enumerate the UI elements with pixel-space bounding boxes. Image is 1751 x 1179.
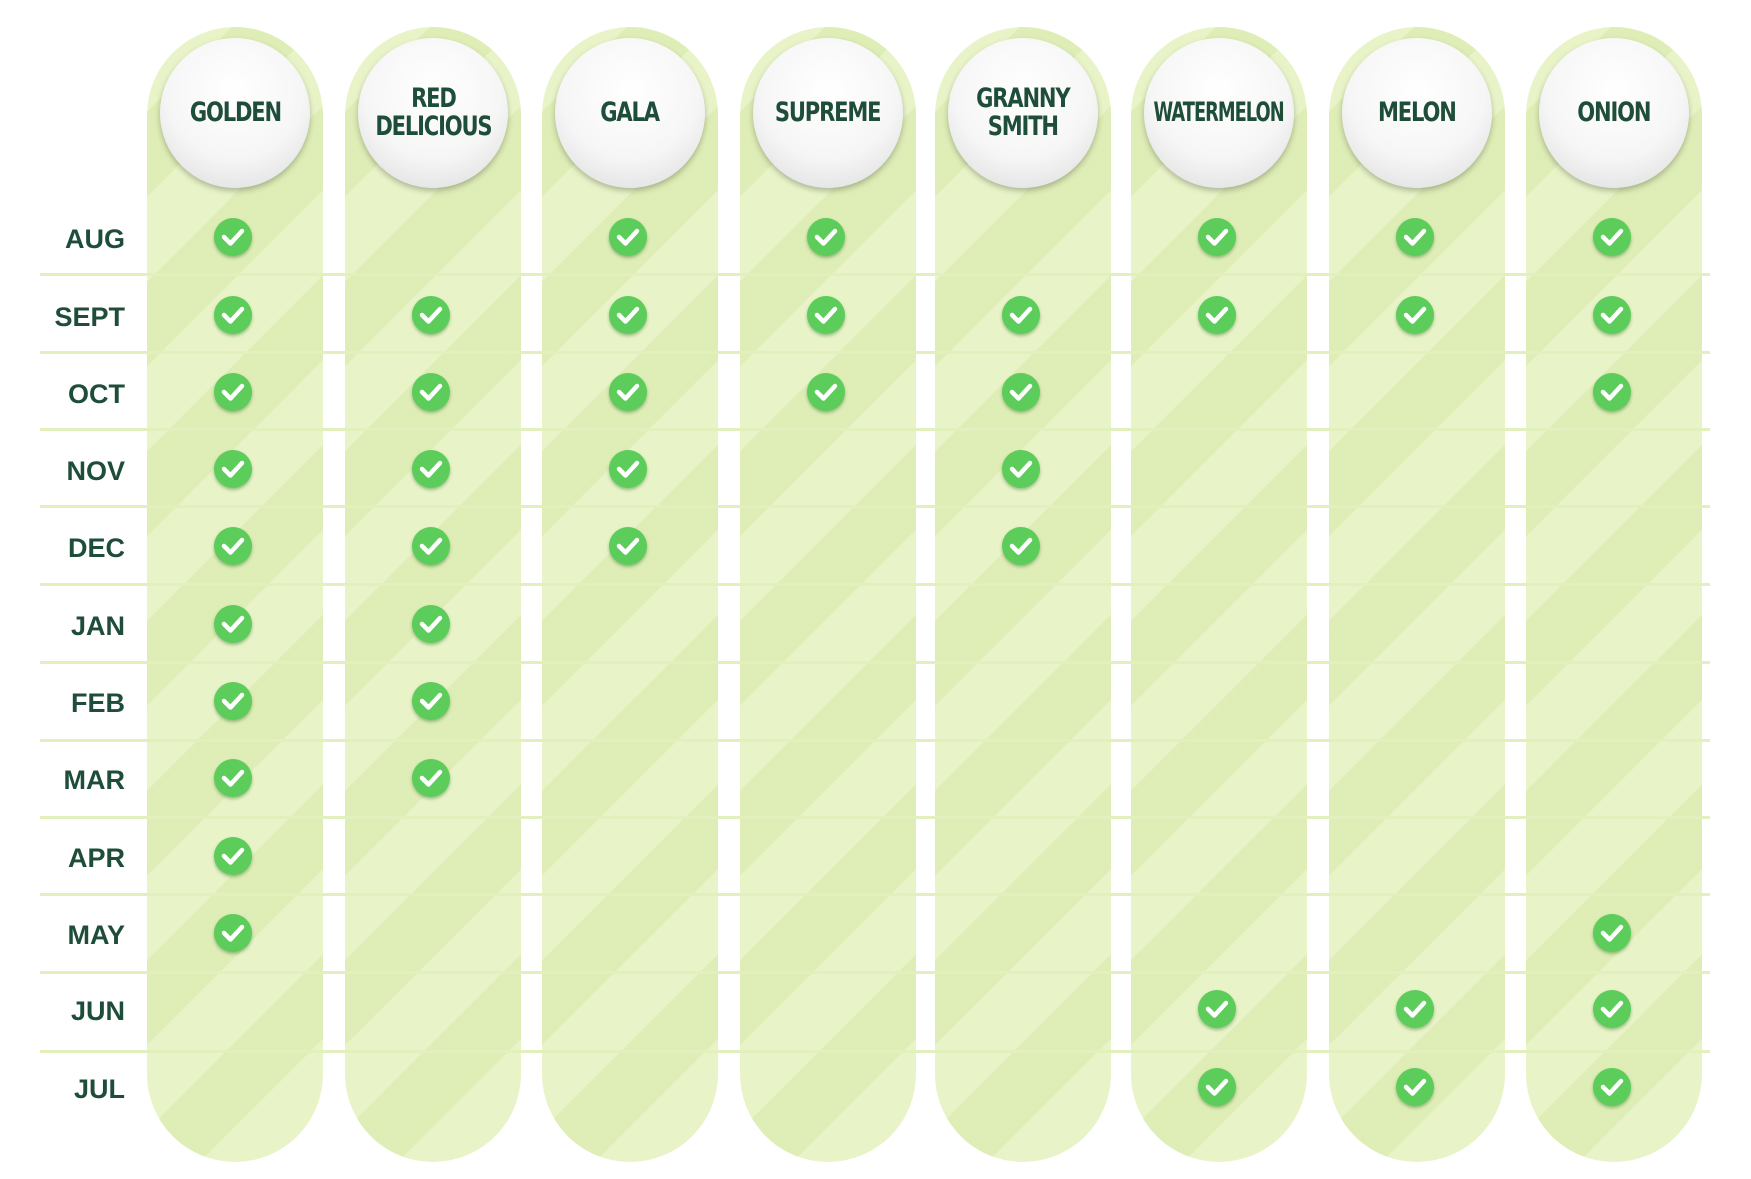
- month-label-mar: MAR: [63, 765, 126, 795]
- check-circle-icon: [807, 373, 845, 411]
- row-divider: [40, 428, 1710, 431]
- check-circle-icon: [214, 527, 252, 565]
- check-circle-icon: [214, 218, 252, 256]
- check-circle-icon: [1593, 914, 1631, 952]
- column-gala: [542, 27, 718, 1162]
- header-gala: GALA: [555, 38, 705, 188]
- check-circle-icon: [214, 837, 252, 875]
- row-divider: [40, 816, 1710, 819]
- row-divider: [40, 351, 1710, 354]
- month-label-jan: JAN: [70, 611, 125, 641]
- check-circle-icon: [412, 527, 450, 565]
- check-circle-icon: [807, 296, 845, 334]
- check-circle-icon: [609, 450, 647, 488]
- check-circle-icon: [807, 218, 845, 256]
- check-circle-icon: [1198, 296, 1236, 334]
- month-label-nov: NOV: [66, 456, 125, 486]
- month-label-aug: AUG: [65, 224, 125, 254]
- check-circle-icon: [1593, 1068, 1631, 1106]
- check-circle-icon: [1396, 1068, 1434, 1106]
- header-melon: MELON: [1342, 38, 1492, 188]
- check-circle-icon: [1593, 990, 1631, 1028]
- check-circle-icon: [1396, 990, 1434, 1028]
- header-watermelon: WATERMELON: [1144, 38, 1294, 188]
- column-supreme: [740, 27, 916, 1162]
- check-circle-icon: [214, 605, 252, 643]
- check-circle-icon: [609, 296, 647, 334]
- check-circle-icon: [214, 373, 252, 411]
- month-label-apr: APR: [67, 843, 125, 873]
- column-red-delicious: [345, 27, 521, 1162]
- row-divider: [40, 739, 1710, 742]
- row-divider: [40, 273, 1710, 276]
- header-label: GRANNY SMITH: [976, 83, 1070, 142]
- column-granny-smith: [935, 27, 1111, 1162]
- column-golden: [147, 27, 323, 1162]
- header-label: GALA: [600, 97, 661, 128]
- header-label: WATERMELON: [1153, 97, 1285, 128]
- check-circle-icon: [412, 450, 450, 488]
- check-circle-icon: [412, 296, 450, 334]
- check-circle-icon: [1593, 373, 1631, 411]
- check-circle-icon: [412, 759, 450, 797]
- check-circle-icon: [1198, 990, 1236, 1028]
- check-circle-icon: [1396, 218, 1434, 256]
- check-circle-icon: [214, 450, 252, 488]
- check-circle-icon: [1002, 296, 1040, 334]
- check-circle-icon: [1593, 296, 1631, 334]
- header-onion: ONION: [1539, 38, 1689, 188]
- check-circle-icon: [214, 682, 252, 720]
- check-circle-icon: [412, 682, 450, 720]
- check-circle-icon: [412, 373, 450, 411]
- month-label-feb: FEB: [71, 688, 125, 718]
- check-circle-icon: [1593, 218, 1631, 256]
- month-label-jul: JUL: [73, 1074, 125, 1104]
- month-label-sept: SEPT: [54, 302, 125, 332]
- header-supreme: SUPREME: [753, 38, 903, 188]
- check-circle-icon: [1198, 1068, 1236, 1106]
- check-circle-icon: [214, 296, 252, 334]
- header-label: MELON: [1378, 97, 1457, 128]
- row-divider: [40, 661, 1710, 664]
- check-circle-icon: [214, 759, 252, 797]
- check-circle-icon: [1002, 450, 1040, 488]
- check-circle-icon: [609, 527, 647, 565]
- check-circle-icon: [1002, 527, 1040, 565]
- month-label-dec: DEC: [67, 533, 125, 563]
- header-label: SUPREME: [775, 97, 882, 128]
- check-circle-icon: [1002, 373, 1040, 411]
- month-label-oct: OCT: [68, 379, 125, 409]
- row-divider: [40, 505, 1710, 508]
- row-divider: [40, 971, 1710, 974]
- month-label-may: MAY: [67, 920, 125, 950]
- row-divider: [40, 893, 1710, 896]
- check-circle-icon: [1198, 218, 1236, 256]
- check-circle-icon: [1396, 296, 1434, 334]
- row-divider: [40, 583, 1710, 586]
- check-circle-icon: [214, 914, 252, 952]
- header-granny-smith: GRANNY SMITH: [948, 38, 1098, 188]
- header-label: GOLDEN: [189, 97, 281, 128]
- header-red-delicious: RED DELICIOUS: [358, 38, 508, 188]
- month-label-jun: JUN: [70, 996, 125, 1026]
- row-divider: [40, 1050, 1710, 1053]
- header-label: ONION: [1577, 97, 1651, 128]
- header-label: RED DELICIOUS: [374, 83, 492, 142]
- check-circle-icon: [412, 605, 450, 643]
- check-circle-icon: [609, 218, 647, 256]
- check-circle-icon: [609, 373, 647, 411]
- header-golden: GOLDEN: [160, 38, 310, 188]
